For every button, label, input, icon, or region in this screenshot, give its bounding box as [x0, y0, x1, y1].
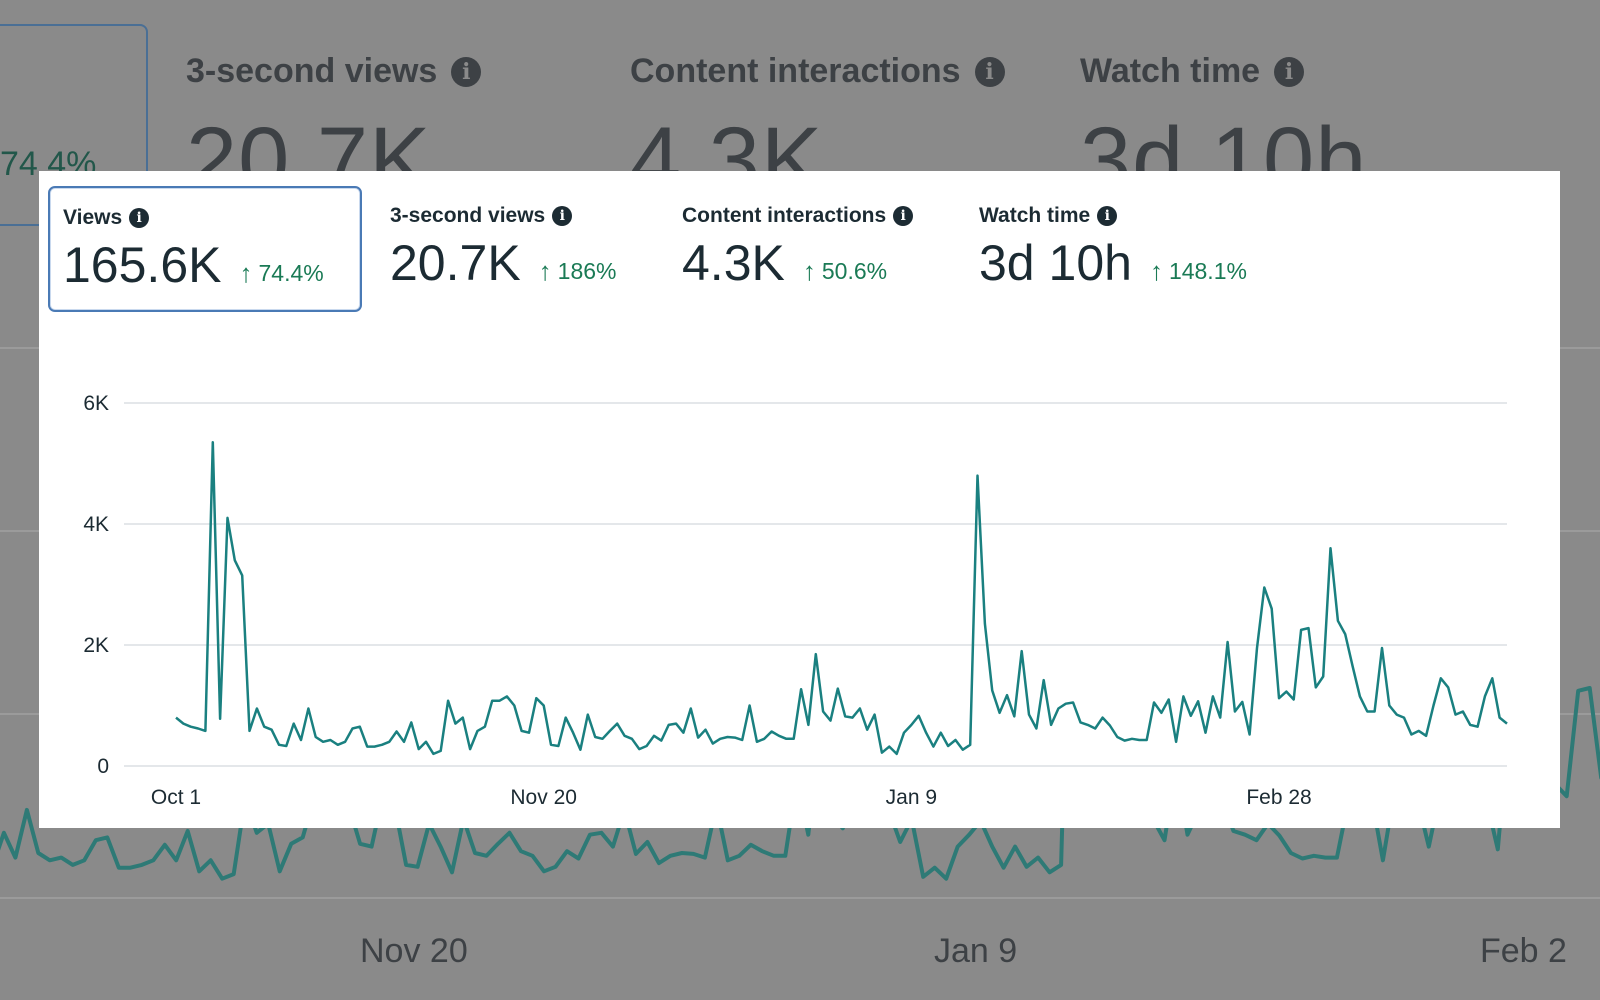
background-metric-label: 3-second views i [186, 52, 482, 91]
metric-row: 3d 10h ↑ 148.1% [979, 234, 1263, 292]
views-line-chart: 6K 4K 2K 0 Oct 1 Nov 20 Jan 9 Feb 28 [83, 392, 1508, 809]
background-metric-label-text: Watch time [1080, 52, 1261, 90]
metric-label: Views i [63, 206, 347, 230]
metric-label-text: Content interactions [682, 204, 887, 227]
arrow-up-icon: ↑ [538, 256, 552, 286]
info-icon[interactable]: i [1097, 206, 1118, 226]
metric-tab-watch-time[interactable]: Watch time i 3d 10h ↑ 148.1% [966, 186, 1276, 312]
background-gridline [0, 897, 1600, 899]
info-icon: i [451, 56, 482, 87]
info-icon[interactable]: i [129, 208, 150, 228]
info-icon[interactable]: i [893, 206, 914, 226]
background-metric-label-text: Content interactions [630, 52, 961, 90]
metric-label: 3-second views i [390, 204, 644, 228]
metric-label: Content interactions i [682, 204, 946, 228]
metric-change: ↑ 74.4% [239, 258, 323, 289]
metric-value: 165.6K [63, 237, 222, 293]
metric-value: 3d 10h [979, 235, 1132, 291]
metric-value: 4.3K [682, 235, 785, 291]
metric-tab-views[interactable]: Views i 165.6K ↑ 74.4% [48, 186, 362, 312]
arrow-up-icon: ↑ [1149, 256, 1163, 286]
metric-value: 20.7K [390, 235, 521, 291]
metric-label: Watch time i [979, 204, 1263, 228]
y-tick-label: 6K [83, 392, 109, 415]
background-metric-label: Watch time i [1080, 52, 1305, 91]
metric-change-value: 50.6% [821, 258, 888, 284]
x-tick-label: Feb 28 [1246, 786, 1311, 809]
metric-change-value: 148.1% [1168, 258, 1247, 284]
info-icon: i [1274, 56, 1305, 87]
metric-change-value: 74.4% [258, 260, 324, 286]
background-x-tick: Feb 2 [1480, 932, 1567, 970]
x-tick-label: Nov 20 [510, 786, 577, 809]
y-tick-label: 2K [83, 634, 109, 657]
metric-change-value: 186% [557, 258, 617, 284]
x-tick-label: Oct 1 [151, 786, 201, 809]
background-x-tick: Nov 20 [360, 932, 468, 970]
metric-tab-3-second-views[interactable]: 3-second views i 20.7K ↑ 186% [377, 186, 657, 312]
metric-label-text: 3-second views [390, 204, 546, 227]
insights-card: Views i 165.6K ↑ 74.4% 3-second views i … [39, 171, 1560, 828]
metric-row: 165.6K ↑ 74.4% [63, 236, 347, 294]
metric-row: 20.7K ↑ 186% [390, 234, 644, 292]
arrow-up-icon: ↑ [802, 256, 816, 286]
background-metric-label: Content interactions i [630, 52, 1005, 91]
arrow-up-icon: ↑ [239, 258, 253, 288]
background-metric-label-text: 3-second views [186, 52, 438, 90]
metric-change: ↑ 186% [539, 256, 617, 287]
y-tick-label: 4K [83, 513, 109, 536]
metric-change: ↑ 148.1% [1150, 256, 1247, 287]
views-series-line [175, 441, 1508, 756]
metric-tab-content-interactions[interactable]: Content interactions i 4.3K ↑ 50.6% [669, 186, 959, 312]
metric-change: ↑ 50.6% [803, 256, 887, 287]
x-tick-label: Jan 9 [886, 786, 937, 809]
y-tick-label: 0 [97, 755, 109, 778]
metric-label-text: Watch time [979, 204, 1091, 227]
metric-row: 4.3K ↑ 50.6% [682, 234, 946, 292]
info-icon: i [974, 56, 1005, 87]
info-icon[interactable]: i [552, 206, 573, 226]
metric-label-text: Views [63, 206, 123, 229]
background-x-tick: Jan 9 [934, 932, 1018, 970]
